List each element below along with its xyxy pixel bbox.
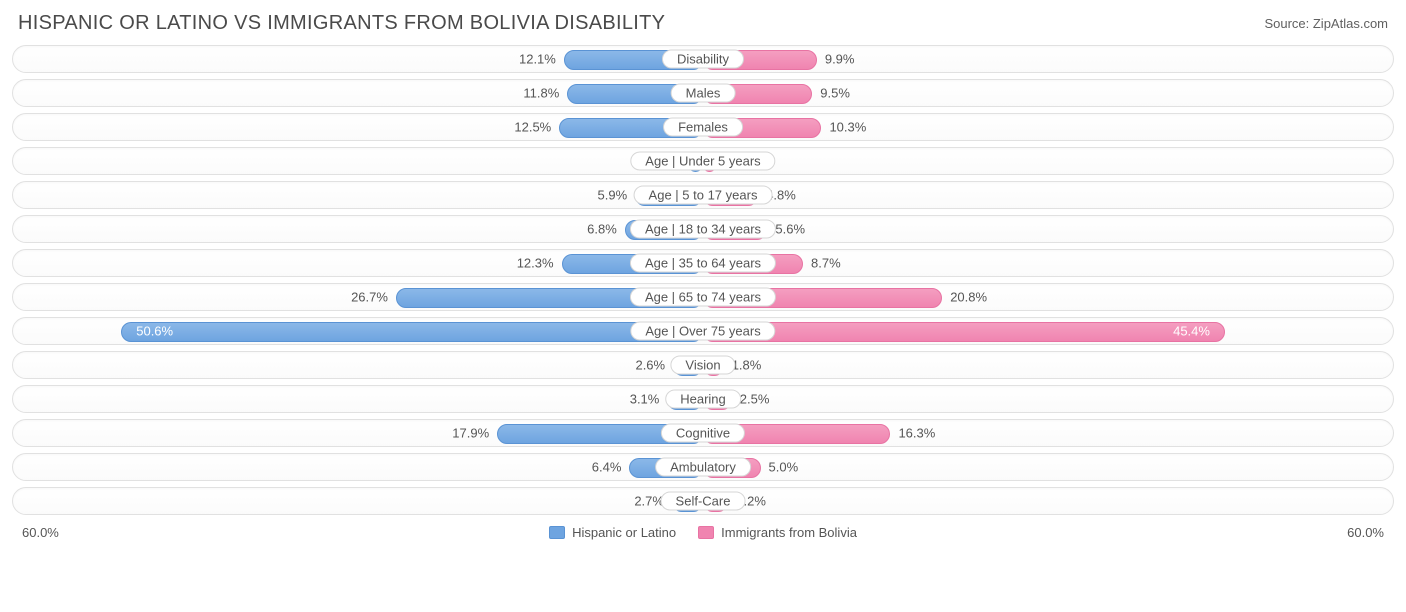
value-label-right: 16.3% — [898, 426, 935, 441]
value-label-left: 6.8% — [587, 222, 617, 237]
bar-row: 1.3%1.1%Age | Under 5 years — [12, 147, 1394, 175]
left-axis-max: 60.0% — [22, 525, 59, 540]
value-label-right: 8.7% — [811, 256, 841, 271]
bar-row: 12.1% 9.9% Disability — [12, 45, 1394, 73]
value-label-right: 10.3% — [829, 120, 866, 135]
value-label-left: 12.3% — [517, 256, 554, 271]
category-label: Age | Under 5 years — [630, 152, 775, 171]
bar-row: 26.7% 20.8% Age | 65 to 74 years — [12, 283, 1394, 311]
value-label-left: 2.6% — [635, 358, 665, 373]
bar-row: 3.1% 2.5%Hearing — [12, 385, 1394, 413]
category-label: Disability — [662, 50, 744, 69]
value-label-left: 50.6% — [136, 324, 173, 339]
value-label-left: 2.7% — [634, 494, 664, 509]
legend-item-left: Hispanic or Latino — [549, 525, 676, 540]
category-label: Age | 65 to 74 years — [630, 288, 776, 307]
bar-row: 6.8% 5.6%Age | 18 to 34 years — [12, 215, 1394, 243]
bar-right — [703, 322, 1225, 342]
diverging-bar-chart: 12.1% 9.9% Disability 11.8% 9.5% Males 12.5% 10… — [12, 45, 1394, 515]
category-label: Females — [663, 118, 743, 137]
legend-label-left: Hispanic or Latino — [572, 525, 676, 540]
chart-container: HISPANIC OR LATINO VS IMMIGRANTS FROM BO… — [0, 0, 1406, 552]
value-label-left: 5.9% — [598, 188, 628, 203]
value-label-left: 11.8% — [523, 86, 559, 101]
category-label: Self-Care — [661, 492, 746, 511]
value-label-left: 26.7% — [351, 290, 388, 305]
value-label-right: 2.5% — [740, 392, 770, 407]
category-label: Males — [671, 84, 736, 103]
legend: Hispanic or Latino Immigrants from Boliv… — [549, 525, 857, 540]
value-label-left: 3.1% — [630, 392, 660, 407]
category-label: Age | 35 to 64 years — [630, 254, 776, 273]
category-label: Age | 18 to 34 years — [630, 220, 776, 239]
category-label: Age | Over 75 years — [630, 322, 775, 341]
bar-row: 6.4% 5.0% Ambulatory — [12, 453, 1394, 481]
value-label-left: 12.1% — [519, 52, 556, 67]
value-label-right: 1.8% — [732, 358, 762, 373]
bar-row: 12.3% 8.7% Age | 35 to 64 years — [12, 249, 1394, 277]
bar-row: 2.6% 1.8%Vision — [12, 351, 1394, 379]
bar-row: 2.7%2.2%Self-Care — [12, 487, 1394, 515]
bar-left — [121, 322, 703, 342]
chart-footer: 60.0% Hispanic or Latino Immigrants from… — [12, 521, 1394, 540]
bar-row: 50.6% 45.4% Age | Over 75 years — [12, 317, 1394, 345]
category-label: Cognitive — [661, 424, 745, 443]
legend-swatch-blue — [549, 526, 565, 539]
header: HISPANIC OR LATINO VS IMMIGRANTS FROM BO… — [12, 8, 1394, 45]
category-label: Vision — [670, 356, 735, 375]
legend-label-right: Immigrants from Bolivia — [721, 525, 857, 540]
right-axis-max: 60.0% — [1347, 525, 1384, 540]
value-label-right: 45.4% — [1173, 324, 1210, 339]
category-label: Hearing — [665, 390, 741, 409]
value-label-left: 6.4% — [592, 460, 622, 475]
value-label-right: 20.8% — [950, 290, 987, 305]
bar-row: 11.8% 9.5% Males — [12, 79, 1394, 107]
legend-item-right: Immigrants from Bolivia — [698, 525, 857, 540]
bar-row: 12.5% 10.3% Females — [12, 113, 1394, 141]
value-label-left: 17.9% — [452, 426, 489, 441]
chart-title: HISPANIC OR LATINO VS IMMIGRANTS FROM BO… — [18, 12, 665, 35]
category-label: Ambulatory — [655, 458, 751, 477]
bar-row: 5.9%4.8%Age | 5 to 17 years — [12, 181, 1394, 209]
value-label-right: 5.6% — [775, 222, 805, 237]
value-label-right: 5.0% — [769, 460, 799, 475]
legend-swatch-pink — [698, 526, 714, 539]
value-label-left: 12.5% — [514, 120, 551, 135]
bar-row: 17.9% 16.3% Cognitive — [12, 419, 1394, 447]
source-label: Source: ZipAtlas.com — [1264, 12, 1388, 31]
value-label-right: 9.5% — [820, 86, 850, 101]
category-label: Age | 5 to 17 years — [634, 186, 773, 205]
value-label-right: 9.9% — [825, 52, 855, 67]
